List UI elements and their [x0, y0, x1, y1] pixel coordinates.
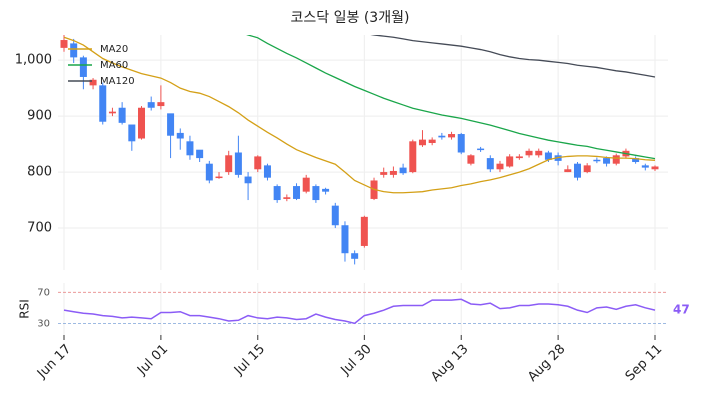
- candle-body: [360, 216, 368, 246]
- y-tick-label: 900: [27, 109, 52, 124]
- candle-body: [234, 152, 242, 175]
- x-tick-label: Sep 11: [623, 342, 666, 385]
- candle-body: [438, 135, 446, 138]
- candle-body: [225, 155, 233, 173]
- candle-body: [157, 102, 165, 107]
- candle-body: [428, 139, 436, 143]
- candle-body: [409, 141, 417, 173]
- candle-body: [254, 156, 262, 170]
- candle-body: [351, 253, 359, 259]
- candle-body: [593, 159, 601, 162]
- x-tick-label: Aug 28: [525, 342, 568, 385]
- candle-body: [118, 107, 126, 123]
- x-tick-label: Jul 30: [338, 342, 375, 379]
- candle-body: [496, 163, 504, 170]
- ma-line: [246, 35, 656, 160]
- candle-body: [128, 124, 136, 142]
- candle-body: [535, 150, 543, 156]
- candle-body: [506, 156, 514, 167]
- candle-body: [573, 163, 581, 178]
- candle-body: [312, 186, 320, 201]
- candle-body: [186, 141, 194, 156]
- candle-body: [389, 170, 397, 175]
- candle-body: [138, 107, 146, 139]
- x-tick-label: Jul 01: [134, 342, 171, 379]
- candle-body: [244, 176, 252, 184]
- x-tick-label: Jul 15: [231, 342, 268, 379]
- candle-body: [108, 111, 116, 114]
- candle-body: [283, 197, 291, 199]
- candle-body: [486, 158, 494, 170]
- candle-body: [70, 43, 78, 58]
- y-tick-label: 30: [37, 318, 50, 329]
- candle-body: [60, 40, 68, 48]
- candle-body: [603, 158, 611, 164]
- candle-body: [273, 186, 281, 201]
- y-axis-label: RSI: [18, 299, 32, 319]
- candle-body: [331, 205, 339, 226]
- candle-body: [399, 167, 407, 174]
- candle-body: [89, 79, 97, 86]
- candle-body: [196, 149, 204, 159]
- candle-body: [448, 134, 456, 138]
- last-value-label: 47: [673, 303, 690, 317]
- candle-body: [263, 165, 271, 178]
- y-tick-label: 700: [27, 221, 52, 236]
- candle-body: [632, 158, 640, 163]
- candle-body: [515, 156, 523, 159]
- rsi-line: [63, 298, 656, 325]
- chart-title: 코스닥 일봉 (3개월): [291, 10, 410, 26]
- legend-label: MA120: [100, 76, 135, 87]
- y-tick-label: 800: [27, 165, 52, 180]
- candle-body: [544, 152, 552, 160]
- y-tick-label: 70: [37, 287, 50, 298]
- candle-body: [341, 225, 349, 254]
- candle-body: [99, 85, 107, 122]
- candle-body: [612, 155, 620, 164]
- candle-body: [322, 188, 330, 192]
- candle-body: [380, 172, 388, 175]
- candle-body: [293, 186, 301, 199]
- ma-line: [63, 36, 656, 194]
- candle-body: [651, 166, 659, 170]
- candle-body: [147, 102, 155, 108]
- candle-body: [205, 163, 213, 181]
- x-tick-label: Aug 13: [428, 342, 471, 385]
- candle-body: [418, 139, 426, 146]
- candle-body: [525, 150, 533, 156]
- y-tick-label: 1,000: [15, 53, 52, 68]
- candle-body: [79, 57, 87, 77]
- candle-body: [477, 148, 485, 151]
- candle-body: [564, 169, 572, 173]
- candle-body: [457, 134, 465, 153]
- candle-body: [167, 113, 175, 136]
- x-tick-label: Jun 17: [34, 342, 74, 382]
- candle-body: [641, 165, 649, 168]
- ma-line: [370, 35, 656, 78]
- legend-label: MA60: [100, 60, 128, 71]
- candle-body: [215, 176, 223, 179]
- candle-body: [302, 177, 310, 192]
- candle-body: [583, 165, 591, 173]
- legend-label: MA20: [100, 44, 128, 55]
- candle-body: [467, 155, 475, 164]
- candle-body: [176, 132, 184, 139]
